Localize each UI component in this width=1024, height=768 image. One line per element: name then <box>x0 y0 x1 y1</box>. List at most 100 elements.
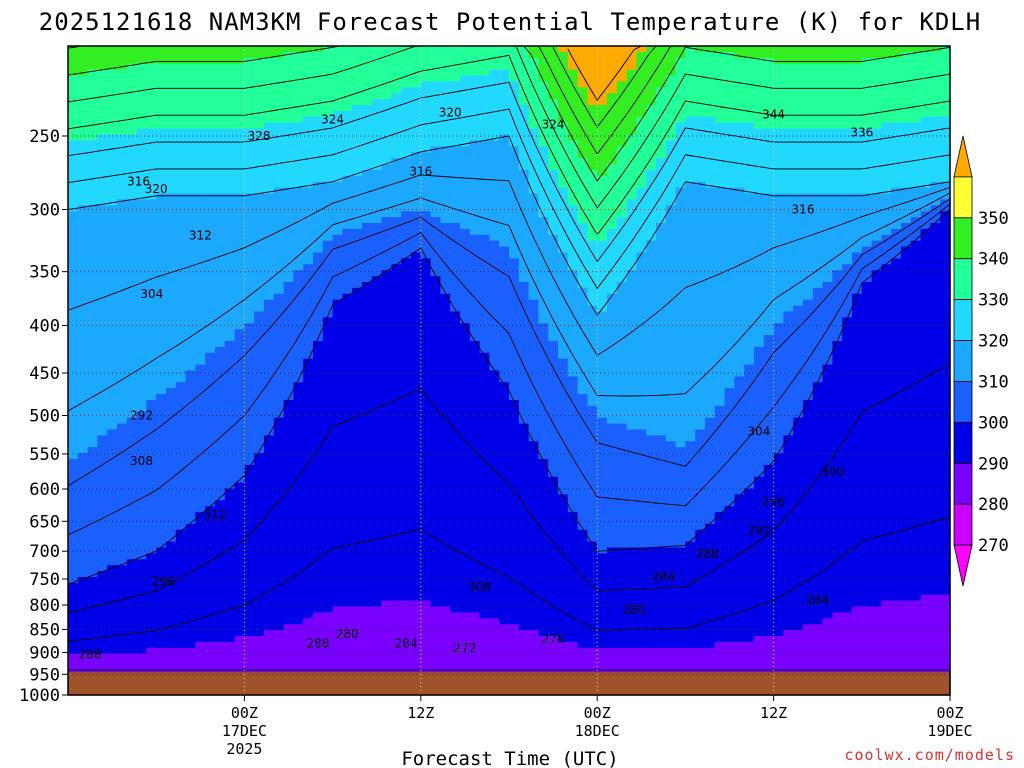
theta-cell <box>332 282 343 289</box>
theta-cell <box>146 441 157 448</box>
theta-cell <box>283 116 294 124</box>
theta-cell <box>224 287 236 295</box>
theta-cell <box>107 470 118 478</box>
theta-cell <box>401 87 412 94</box>
theta-cell <box>136 506 147 513</box>
theta-cell <box>175 270 187 277</box>
theta-cell <box>254 293 265 301</box>
theta-cell <box>489 488 500 495</box>
theta-cell <box>87 553 98 560</box>
theta-cell <box>175 258 187 265</box>
theta-cell <box>283 329 294 336</box>
theta-cell <box>107 523 118 531</box>
theta-cell <box>420 270 432 277</box>
theta-cell <box>391 69 402 77</box>
theta-cell <box>469 99 481 106</box>
theta-cell <box>303 335 314 342</box>
theta-cell <box>244 305 255 313</box>
theta-cell <box>391 105 402 112</box>
theta-cell <box>205 158 216 165</box>
theta-cell <box>205 287 216 295</box>
theta-cell <box>293 512 304 519</box>
theta-cell <box>244 128 255 136</box>
theta-cell <box>332 429 343 436</box>
theta-cell <box>254 46 265 53</box>
theta-cell <box>215 364 226 372</box>
theta-cell <box>175 594 187 602</box>
theta-cell <box>420 488 432 495</box>
theta-cell <box>264 541 275 549</box>
theta-cell <box>362 164 373 171</box>
theta-cell <box>430 234 441 242</box>
theta-cell <box>293 659 304 667</box>
theta-cell <box>352 636 363 643</box>
theta-cell <box>430 541 441 549</box>
theta-cell <box>293 169 304 177</box>
theta-cell <box>450 606 461 613</box>
theta-cell <box>273 358 285 366</box>
theta-cell <box>322 134 334 141</box>
theta-cell <box>107 553 118 560</box>
theta-cell <box>156 140 167 147</box>
theta-cell <box>244 228 255 236</box>
theta-cell <box>185 93 196 100</box>
theta-cell <box>342 435 353 442</box>
theta-cell <box>195 169 206 177</box>
theta-cell <box>68 447 79 454</box>
theta-cell <box>293 234 304 242</box>
theta-cell <box>146 341 157 348</box>
theta-cell <box>293 93 304 100</box>
theta-cell <box>283 647 294 655</box>
theta-cell <box>244 81 255 88</box>
theta-cell <box>381 305 392 313</box>
theta-cell <box>234 228 245 236</box>
theta-cell <box>205 417 216 425</box>
theta-cell <box>68 582 79 590</box>
theta-cell <box>215 600 226 608</box>
theta-cell <box>273 529 285 537</box>
theta-cell <box>489 405 500 413</box>
theta-cell <box>136 636 147 643</box>
theta-cell <box>205 441 216 448</box>
theta-cell <box>107 400 118 407</box>
theta-cell <box>450 128 461 136</box>
theta-cell <box>391 571 402 578</box>
theta-cell <box>401 523 412 531</box>
theta-cell <box>264 63 275 71</box>
theta-cell <box>273 305 285 313</box>
theta-cell <box>303 199 314 206</box>
theta-cell <box>234 128 245 136</box>
theta-cell <box>77 63 89 71</box>
theta-cell <box>264 276 275 283</box>
theta-cell <box>342 252 353 259</box>
theta-cell <box>313 506 324 513</box>
theta-cell <box>430 594 441 602</box>
theta-cell <box>489 547 500 554</box>
theta-cell <box>342 346 353 354</box>
theta-cell <box>479 346 490 354</box>
theta-cell <box>68 370 79 377</box>
theta-cell <box>244 69 255 77</box>
theta-cell <box>332 75 343 82</box>
theta-cell <box>156 435 167 442</box>
theta-cell <box>77 476 89 484</box>
theta-cell <box>450 287 461 295</box>
theta-cell <box>489 51 500 59</box>
theta-cell <box>224 388 236 395</box>
theta-cell <box>322 276 334 283</box>
theta-cell <box>391 51 402 59</box>
theta-cell <box>313 441 324 448</box>
theta-cell <box>166 358 177 366</box>
theta-cell <box>77 223 89 230</box>
theta-cell <box>362 81 373 88</box>
theta-cell <box>460 75 471 82</box>
theta-cell <box>342 518 353 525</box>
theta-cell <box>401 547 412 554</box>
theta-cell <box>77 441 89 448</box>
theta-cell <box>322 636 334 643</box>
theta-cell <box>97 264 108 271</box>
theta-cell <box>195 441 206 448</box>
theta-cell <box>391 341 402 348</box>
theta-cell <box>264 152 275 159</box>
theta-cell <box>166 335 177 342</box>
